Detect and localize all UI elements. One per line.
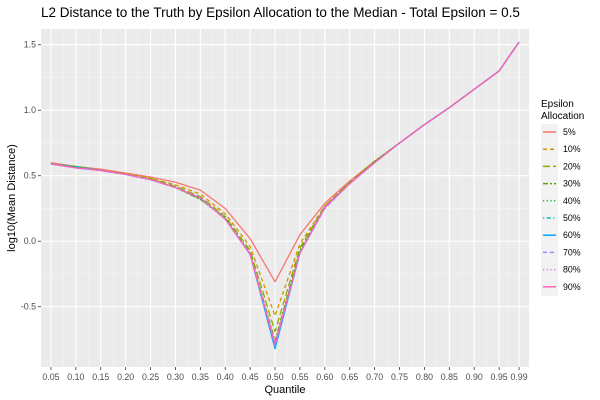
legend-label: 10% bbox=[563, 144, 581, 154]
plot-panel bbox=[41, 29, 529, 367]
x-tick-label: 0.99 bbox=[510, 372, 527, 382]
x-tick-label: 0.60 bbox=[316, 372, 333, 382]
legend-key-box bbox=[541, 244, 558, 262]
legend: Epsilon Allocation 5% 10% 20% 30% 40% 50% 60% 7… bbox=[541, 99, 584, 296]
legend-label: 70% bbox=[563, 247, 581, 257]
x-tick-label: 0.75 bbox=[391, 372, 408, 382]
y-tick-label: 1.5 bbox=[24, 40, 36, 50]
y-axis: -0.5 0.0 0.5 1.0 1.5 bbox=[21, 40, 41, 312]
legend-title-line-1: Epsilon bbox=[541, 99, 574, 110]
legend-label: 90% bbox=[563, 282, 581, 292]
x-tick-label: 0.85 bbox=[441, 372, 458, 382]
y-tick-label: -0.5 bbox=[21, 302, 36, 312]
legend-label: 5% bbox=[563, 127, 576, 137]
y-tick-label: 1.0 bbox=[24, 105, 36, 115]
legend-label: 50% bbox=[563, 213, 581, 223]
x-tick-label: 0.35 bbox=[192, 372, 209, 382]
x-tick-label: 0.45 bbox=[242, 372, 259, 382]
x-tick-label: 0.80 bbox=[416, 372, 433, 382]
x-tick-label: 0.55 bbox=[291, 372, 308, 382]
legend-key-box bbox=[541, 192, 558, 210]
legend-title-line-2: Allocation bbox=[541, 111, 584, 122]
x-tick-label: 0.25 bbox=[142, 372, 159, 382]
legend-label: 40% bbox=[563, 196, 581, 206]
y-tick-label: 0.0 bbox=[24, 236, 36, 246]
chart-title: L2 Distance to the Truth by Epsilon Allo… bbox=[41, 5, 520, 20]
legend-label: 20% bbox=[563, 161, 581, 171]
x-tick-label: 0.15 bbox=[92, 372, 109, 382]
minor-gridlines bbox=[41, 29, 529, 367]
x-tick-label: 0.30 bbox=[167, 372, 184, 382]
x-axis-title: Quantile bbox=[265, 384, 306, 396]
legend-key-box bbox=[541, 141, 558, 159]
x-tick-label: 0.70 bbox=[366, 372, 383, 382]
x-tick-label: 0.40 bbox=[217, 372, 234, 382]
x-axis: 0.05 0.10 0.15 0.20 0.25 0.30 0.35 0.40 0.45 0.50… bbox=[42, 367, 528, 382]
legend-key-box bbox=[541, 175, 558, 193]
series-line-90pct bbox=[50, 41, 520, 345]
x-tick-label: 0.65 bbox=[341, 372, 358, 382]
legend-key-box bbox=[541, 261, 558, 279]
y-tick-label: 0.5 bbox=[24, 171, 36, 181]
x-tick-label: 0.95 bbox=[491, 372, 508, 382]
series-lines bbox=[50, 41, 520, 350]
legend-label: 80% bbox=[563, 265, 581, 275]
major-gridlines bbox=[41, 29, 529, 367]
x-tick-label: 0.90 bbox=[466, 372, 483, 382]
legend-label: 60% bbox=[563, 230, 581, 240]
legend-items: 5% 10% 20% 30% 40% 50% 60% 70% 80% 90% bbox=[541, 124, 581, 296]
x-tick-label: 0.20 bbox=[117, 372, 134, 382]
y-axis-title: log10(Mean Distance) bbox=[6, 144, 18, 252]
x-tick-label: 0.10 bbox=[67, 372, 84, 382]
legend-label: 30% bbox=[563, 179, 581, 189]
x-tick-label: 0.05 bbox=[42, 372, 59, 382]
x-tick-label: 0.50 bbox=[266, 372, 283, 382]
